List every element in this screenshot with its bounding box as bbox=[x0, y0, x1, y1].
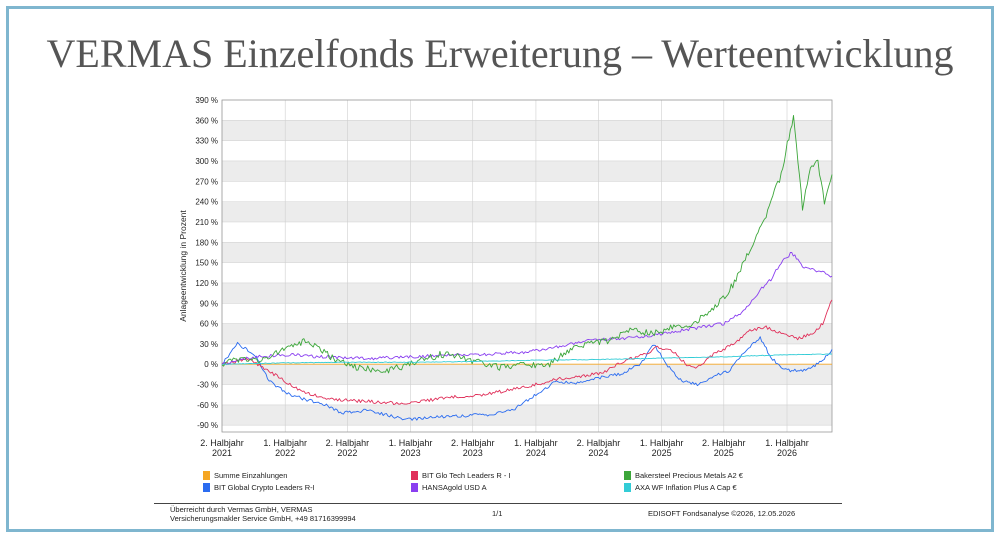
y-tick-label: 30 % bbox=[200, 340, 218, 349]
x-tick-label: 2. Halbjahr bbox=[200, 438, 244, 448]
legend-label: BIT Glo Tech Leaders R - I bbox=[422, 471, 511, 480]
y-tick-label: -90 % bbox=[197, 421, 218, 430]
y-tick-label: 360 % bbox=[195, 116, 218, 125]
footer-provider-line-2: Versicherungsmakler Service GmbH, +49 81… bbox=[170, 514, 356, 523]
x-tick-label: 2022 bbox=[337, 448, 357, 458]
x-tick-label: 2024 bbox=[588, 448, 608, 458]
x-tick-label: 2. Halbjahr bbox=[577, 438, 621, 448]
y-tick-label: 330 % bbox=[195, 137, 218, 146]
x-tick-label: 1. Halbjahr bbox=[389, 438, 433, 448]
footer-provider-line-1: Überreicht durch Vermas GmbH, VERMAS bbox=[170, 505, 313, 514]
legend-label: Summe Einzahlungen bbox=[214, 471, 287, 480]
legend-swatch bbox=[624, 483, 631, 492]
grid-band bbox=[222, 201, 832, 222]
series-line bbox=[221, 299, 833, 406]
footer-page-number: 1/1 bbox=[492, 509, 503, 518]
grid-band bbox=[222, 404, 832, 426]
legend-swatch bbox=[203, 483, 210, 492]
grid-band bbox=[222, 160, 832, 182]
x-tick-label: 2022 bbox=[275, 448, 295, 458]
legend-label: AXA WF Inflation Plus A Cap € bbox=[635, 483, 738, 492]
y-tick-label: 270 % bbox=[195, 177, 218, 186]
series-line bbox=[221, 114, 833, 374]
grid-band bbox=[222, 323, 832, 344]
x-tick-label: 2021 bbox=[212, 448, 232, 458]
series-line bbox=[221, 336, 833, 421]
grid-band bbox=[222, 242, 832, 263]
y-tick-label: 60 % bbox=[200, 320, 218, 329]
x-tick-label: 1. Halbjahr bbox=[640, 438, 684, 448]
x-tick-label: 1. Halbjahr bbox=[514, 438, 558, 448]
x-tick-label: 2023 bbox=[401, 448, 421, 458]
grid-band bbox=[222, 282, 832, 304]
y-tick-label: -60 % bbox=[197, 401, 218, 410]
y-axis-label: Anlageentwicklung in Prozent bbox=[178, 210, 188, 322]
legend-swatch bbox=[411, 471, 418, 480]
plot-border bbox=[221, 99, 833, 433]
y-tick-label: 300 % bbox=[195, 157, 218, 166]
legend-swatch bbox=[203, 471, 210, 480]
y-tick-label: 390 % bbox=[195, 96, 218, 105]
legend-label: HANSAgold USD A bbox=[422, 483, 487, 492]
legend-label: Bakersteel Precious Metals A2 € bbox=[635, 471, 744, 480]
legend-swatch bbox=[624, 471, 631, 480]
y-tick-label: 0 % bbox=[204, 360, 218, 369]
footer-copyright: EDISOFT Fondsanalyse ©2026, 12.05.2026 bbox=[648, 509, 796, 518]
page-title: VERMAS Einzelfonds Erweiterung – Werteen… bbox=[46, 31, 954, 76]
footer-divider bbox=[154, 503, 842, 504]
x-tick-label: 1. Halbjahr bbox=[263, 438, 307, 448]
y-tick-label: -30 % bbox=[197, 381, 218, 390]
legend-swatch bbox=[411, 483, 418, 492]
y-tick-label: 240 % bbox=[195, 198, 218, 207]
x-tick-label: 2026 bbox=[777, 448, 797, 458]
y-tick-label: 180 % bbox=[195, 238, 218, 247]
x-tick-label: 2. Halbjahr bbox=[451, 438, 495, 448]
grid-band bbox=[222, 364, 832, 385]
x-tick-label: 2. Halbjahr bbox=[702, 438, 746, 448]
grid-band bbox=[222, 120, 832, 141]
x-tick-label: 2023 bbox=[463, 448, 483, 458]
grid-band bbox=[222, 425, 832, 432]
y-tick-label: 90 % bbox=[200, 299, 218, 308]
x-tick-label: 1. Halbjahr bbox=[765, 438, 809, 448]
y-tick-label: 210 % bbox=[195, 218, 218, 227]
legend-label: BIT Global Crypto Leaders R-I bbox=[214, 483, 315, 492]
x-tick-label: 2025 bbox=[652, 448, 672, 458]
y-tick-label: 150 % bbox=[195, 259, 218, 268]
y-tick-label: 120 % bbox=[195, 279, 218, 288]
x-tick-label: 2. Halbjahr bbox=[326, 438, 370, 448]
x-tick-label: 2025 bbox=[714, 448, 734, 458]
x-tick-label: 2024 bbox=[526, 448, 546, 458]
series-line bbox=[221, 252, 833, 366]
series-line bbox=[221, 353, 833, 365]
